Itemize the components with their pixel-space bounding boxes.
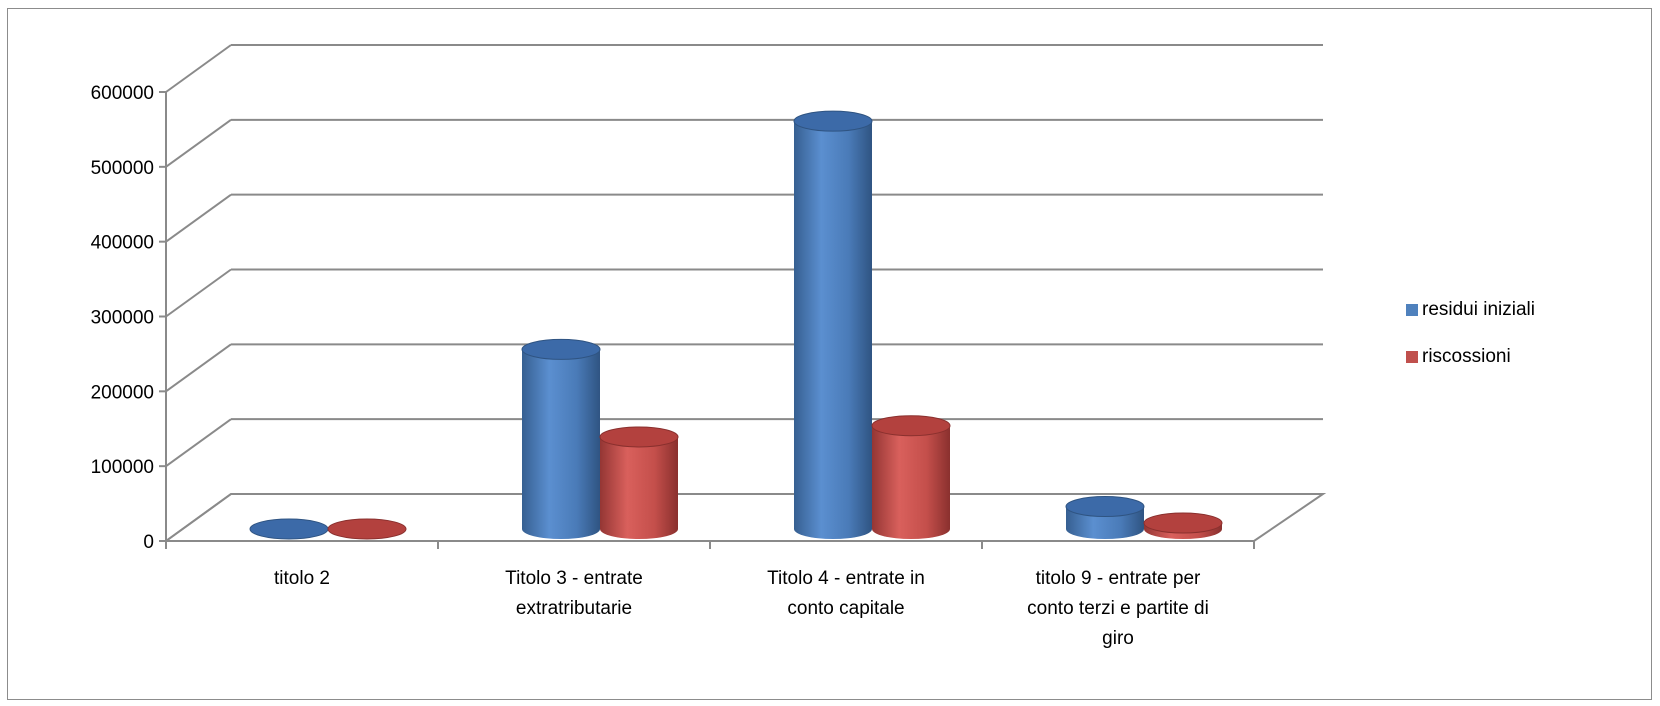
cylinder-top bbox=[793, 110, 873, 132]
category-label-line: Titolo 3 - entrate bbox=[505, 568, 643, 589]
y-axis-tick-labels: 0 100000 200000 300000 400000 500000 600000 bbox=[91, 83, 166, 553]
cylinder-top bbox=[327, 518, 407, 540]
chart-frame: 0 100000 200000 300000 400000 500000 600000 ti… bbox=[7, 8, 1652, 700]
cylinder-body bbox=[872, 425, 950, 539]
cylinder-top bbox=[1143, 512, 1223, 534]
category-label-line: giro bbox=[1102, 628, 1134, 649]
cylinder-top bbox=[1065, 496, 1145, 518]
cylinder-2-1 bbox=[871, 415, 951, 539]
legend-swatch bbox=[1406, 304, 1418, 316]
cylinder-top bbox=[249, 518, 329, 540]
legend-swatch bbox=[1406, 351, 1418, 363]
cylinder-body bbox=[794, 121, 872, 540]
cylinder-3-0 bbox=[1065, 496, 1145, 539]
legend-label: residui iniziali bbox=[1422, 299, 1535, 320]
cylinder-body bbox=[600, 436, 678, 539]
cylinder-3-1 bbox=[1143, 512, 1223, 539]
cylinder-top bbox=[871, 415, 951, 437]
category-label-line: titolo 2 bbox=[274, 568, 330, 589]
cylinder-1-0 bbox=[521, 338, 601, 539]
side-gridline bbox=[165, 268, 232, 318]
x-axis bbox=[165, 541, 1255, 549]
category-label: Titolo 3 - entrate extratributarie bbox=[505, 568, 643, 619]
legend: residui iniziali riscossioni bbox=[1406, 299, 1535, 367]
chart-walls bbox=[162, 44, 1327, 542]
cylinder-1-1 bbox=[599, 426, 679, 539]
category-label-line: conto capitale bbox=[787, 598, 904, 619]
cylinder-2-0 bbox=[793, 110, 873, 540]
side-gridline bbox=[165, 418, 232, 467]
category-label: titolo 9 - entrate per conto terzi e part… bbox=[1027, 568, 1209, 649]
cylinder-top bbox=[599, 426, 679, 448]
side-gridline bbox=[165, 193, 232, 243]
y-tick-label: 600000 bbox=[91, 83, 154, 104]
category-label-line: Titolo 4 - entrate in bbox=[767, 568, 925, 589]
cylinder-body bbox=[522, 349, 600, 539]
category-label: Titolo 4 - entrate in conto capitale bbox=[767, 568, 925, 619]
side-gridline bbox=[165, 119, 232, 168]
cylinder-top bbox=[521, 338, 601, 360]
y-tick-label: 100000 bbox=[91, 457, 154, 478]
floor bbox=[162, 493, 1327, 542]
y-tick-label: 200000 bbox=[91, 382, 154, 403]
x-axis-category-labels: titolo 2 Titolo 3 - entrate extratributari… bbox=[274, 568, 1209, 649]
category-label: titolo 2 bbox=[274, 568, 330, 589]
cylinder-0-1 bbox=[327, 518, 407, 540]
y-tick-label: 300000 bbox=[91, 308, 154, 329]
y-tick-label: 500000 bbox=[91, 158, 154, 179]
side-gridline bbox=[165, 343, 232, 393]
bar-chart: 0 100000 200000 300000 400000 500000 600000 ti… bbox=[91, 44, 1535, 649]
legend-label: riscossioni bbox=[1422, 346, 1511, 367]
category-label-line: conto terzi e partite di bbox=[1027, 598, 1209, 619]
y-tick-label: 0 bbox=[143, 532, 154, 553]
bars bbox=[249, 110, 1223, 540]
cylinder-0-0 bbox=[249, 518, 329, 540]
category-label-line: titolo 9 - entrate per bbox=[1036, 568, 1201, 589]
category-label-line: extratributarie bbox=[516, 598, 632, 619]
y-tick-label: 400000 bbox=[91, 233, 154, 254]
side-gridline bbox=[165, 44, 232, 93]
